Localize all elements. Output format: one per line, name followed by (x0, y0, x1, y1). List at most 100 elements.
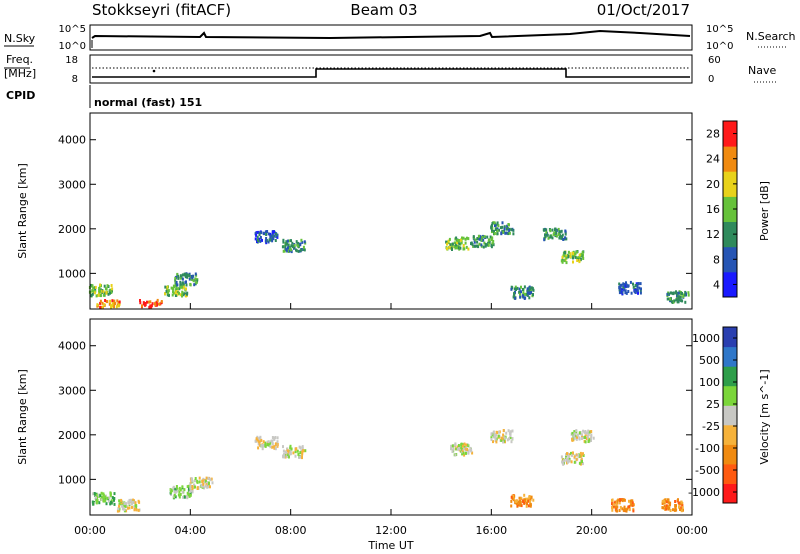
scatter-cell (177, 493, 180, 497)
scatter-cell (684, 293, 687, 297)
scatter-cell (622, 508, 625, 512)
scatter-cell (621, 507, 624, 511)
scatter-cell (133, 500, 136, 504)
scatter-cell (182, 495, 185, 499)
scatter-cell (636, 288, 639, 292)
scatter-cell (273, 445, 276, 449)
scatter-cell (131, 505, 133, 509)
scatter-cell (111, 299, 114, 303)
scatter-cell (513, 494, 516, 498)
scatter-cell (101, 305, 104, 309)
scatter-cell (181, 485, 184, 489)
scatter-cell (681, 292, 683, 295)
scatter-cell (561, 460, 564, 464)
scatter-cell (494, 437, 497, 441)
scatter-cell (569, 252, 572, 256)
scatter-cell (572, 260, 574, 264)
scatter-cell (254, 237, 257, 241)
scatter-cell (492, 239, 495, 243)
scatter-cell (502, 438, 505, 442)
scatter-cell (289, 451, 292, 455)
colorbar-swatch (723, 196, 737, 222)
scatter-cell (120, 498, 123, 502)
scatter-cell (459, 449, 462, 453)
scatter-cell (627, 284, 629, 288)
freq-outlier (152, 69, 156, 73)
scatter-cell (180, 285, 182, 289)
scatter-cell (493, 435, 496, 438)
scatter-cell (99, 306, 102, 309)
scatter-cell (669, 509, 672, 512)
scatter-cell (100, 495, 103, 499)
scatter-cell (117, 507, 120, 511)
scatter-cell (464, 448, 467, 452)
scatter-cell (156, 298, 159, 302)
colorbar-tick-label: 8 (713, 253, 720, 266)
scatter-cell (183, 495, 186, 499)
scatter-cell (102, 290, 105, 294)
scatter-cell (104, 495, 107, 499)
scatter-cell (96, 496, 99, 500)
scatter-cell (265, 240, 268, 244)
scatter-cell (191, 489, 194, 493)
scatter-cell (616, 505, 619, 509)
scatter-cell (116, 299, 119, 303)
scatter-cell (472, 235, 475, 239)
scatter-cell (513, 287, 516, 291)
scatter-cell (288, 239, 291, 243)
scatter-cell (129, 499, 132, 503)
scatter-cell (262, 231, 265, 235)
power-colorbar-label: Power [dB] (758, 181, 771, 241)
scatter-cell (179, 281, 182, 285)
scatter-cell (181, 285, 184, 289)
scatter-cell (102, 497, 105, 501)
scatter-cell (125, 502, 128, 506)
scatter-cell (498, 228, 500, 232)
scatter-cell (290, 250, 293, 254)
scatter-cell (454, 442, 457, 446)
scatter-cell (502, 230, 505, 234)
scatter-cell (631, 503, 634, 507)
scatter-cell (176, 272, 179, 276)
scatter-cell (679, 295, 682, 299)
scatter-cell (118, 504, 121, 508)
scatter-cell (663, 499, 665, 503)
scatter-cell (522, 499, 525, 503)
colorbar-swatch (723, 221, 737, 248)
scatter-cell (284, 244, 287, 248)
scatter-cell (676, 293, 679, 297)
scatter-cell (466, 236, 468, 240)
scatter-cell (544, 227, 546, 231)
scatter-cell (677, 291, 680, 295)
scatter-cell (625, 281, 627, 285)
scatter-cell (91, 500, 94, 504)
scatter-cell (188, 487, 190, 491)
scatter-cell (458, 239, 461, 242)
scatter-cell (500, 231, 503, 235)
scatter-cell (480, 238, 483, 242)
scatter-cell (582, 429, 585, 433)
scatter-cell (134, 501, 137, 505)
scatter-cell (293, 245, 295, 249)
scatter-cell (509, 434, 512, 437)
scatter-cell (96, 293, 99, 297)
scatter-cell (578, 461, 581, 465)
scatter-cell (491, 222, 494, 226)
scatter-cell (114, 302, 117, 306)
scatter-cell (285, 450, 288, 454)
scatter-cell (127, 500, 130, 504)
scatter-cell (560, 455, 563, 459)
scatter-cell (498, 430, 500, 434)
scatter-cell (260, 444, 263, 448)
scatter-cell (154, 303, 157, 307)
scatter-cell (99, 299, 102, 303)
scatter-cell (147, 300, 150, 304)
scatter-cell (164, 292, 167, 296)
scatter-cell (565, 256, 568, 260)
scatter-cell (467, 451, 470, 454)
scatter-cell (520, 504, 523, 508)
scatter-cell (168, 293, 170, 297)
scatter-cell (451, 242, 454, 246)
scatter-cell (191, 485, 194, 488)
scatter-cell (511, 286, 514, 290)
